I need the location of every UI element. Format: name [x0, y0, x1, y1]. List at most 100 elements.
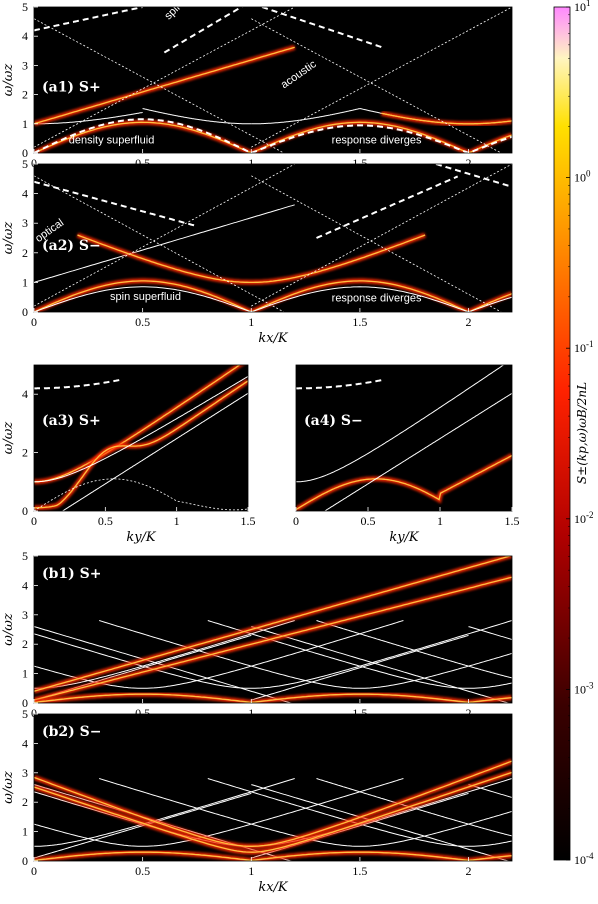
dispersion-line	[251, 108, 361, 125]
colorbar-tick-label: 100	[574, 169, 591, 185]
y-tick-label: 1	[22, 117, 28, 131]
x-tick-label: 1.5	[352, 315, 367, 329]
panel-label: (a3) S+	[42, 413, 101, 429]
x-tick-label: 2	[466, 706, 472, 720]
x-tick-label: 1.5	[352, 864, 367, 878]
panel-label: (b1) S+	[42, 566, 102, 582]
dispersion-dotted	[251, 164, 512, 307]
y-tick-label: 2	[22, 446, 28, 460]
plot-area	[34, 7, 512, 153]
y-tick-label: 5	[22, 157, 28, 171]
spectral-band-core	[77, 234, 426, 284]
panel-label: (a1) S+	[42, 80, 101, 96]
x-tick-label: 2	[466, 315, 472, 329]
x-tick-label: 0.5	[361, 514, 376, 528]
axes-frame	[33, 364, 249, 512]
y-tick-label: 4	[22, 187, 28, 201]
spectral-band-core	[34, 380, 248, 509]
spectral-band-core	[34, 760, 512, 847]
panel-label: (a4) S−	[304, 413, 363, 429]
axes-frame	[33, 163, 513, 313]
x-tick-label: 2	[466, 156, 472, 170]
panel-a4: (a4) S− 0 0.5 1 1.5 ky/K	[293, 364, 520, 545]
panel-label: (a2) S−	[42, 238, 101, 254]
axes-frame	[33, 713, 513, 862]
dispersion-line	[62, 392, 248, 511]
dispersion-dotted	[34, 175, 285, 312]
spectral-band-core	[34, 280, 512, 312]
y-tick-label: 2	[22, 637, 28, 651]
dispersion-line	[142, 108, 252, 125]
dispersion-dashed	[34, 379, 120, 390]
dispersion-dotted	[34, 7, 295, 148]
dispersion-line	[34, 111, 143, 125]
spectral-band-core	[34, 365, 241, 483]
panel-a3: (a3) S+ 0 0.5 1 1.5 0 2 4 ky/K ω/ωz	[1, 364, 256, 545]
dispersion-line	[316, 778, 512, 837]
dispersion-dashed	[34, 118, 252, 153]
y-axis-label: ω/ωz	[1, 613, 16, 646]
y-tick-label: 4	[22, 29, 28, 43]
x-axis-label: ky/K	[126, 530, 157, 545]
y-tick-label: 4	[22, 736, 28, 750]
dispersion-line	[296, 365, 505, 483]
x-tick-label: 0	[31, 706, 37, 720]
y-tick-label: 3	[22, 58, 28, 72]
dispersion-dotted	[34, 18, 285, 153]
y-tick-label: 1	[22, 275, 28, 289]
x-tick-label: 0.5	[135, 864, 150, 878]
dispersion-line	[99, 620, 512, 689]
dispersion-line	[34, 204, 295, 283]
dispersion-line	[34, 286, 512, 312]
x-tick-label: 0.5	[135, 315, 150, 329]
dispersion-line	[251, 634, 469, 701]
x-axis-label: ky/K	[389, 530, 420, 545]
y-tick-label: 3	[22, 766, 28, 780]
annotation: response diverges	[332, 135, 422, 147]
dispersion-dotted	[251, 7, 512, 148]
x-axis-label: kx/K	[258, 880, 289, 895]
y-tick-label: 0	[22, 854, 28, 868]
annotation: spin superfluid	[110, 291, 181, 303]
y-tick-label: 0	[22, 696, 28, 710]
axes-frame	[295, 364, 513, 512]
x-tick-label: 1.5	[241, 514, 256, 528]
y-tick-label: 2	[22, 246, 28, 260]
y-axis-label: ω/ωz	[1, 771, 16, 804]
dispersion-line	[34, 375, 248, 483]
spectral-band-core	[34, 556, 512, 692]
dispersion-dotted	[34, 478, 248, 511]
y-tick-label: 1	[22, 825, 28, 839]
y-tick-label: 3	[22, 216, 28, 230]
dispersion-dashed	[34, 7, 143, 32]
x-tick-label: 1	[174, 514, 180, 528]
dispersion-dotted	[251, 175, 502, 312]
panel-b2: (b2) S− 0 0.5 1 1.5 2 0 1 2 3 4 5 kx/K ω/ωz	[1, 707, 513, 895]
y-tick-label: 5	[22, 549, 28, 563]
colorbar-scale	[553, 6, 571, 861]
y-axis-label: ω/ωz	[1, 64, 16, 97]
x-tick-label: 1	[437, 514, 443, 528]
x-tick-label: 1.5	[505, 514, 520, 528]
dispersion-line	[316, 620, 512, 679]
y-tick-label: 2	[22, 88, 28, 102]
x-tick-label: 2	[466, 864, 472, 878]
y-tick-label: 0	[22, 146, 28, 160]
x-tick-label: 1	[248, 315, 254, 329]
annotation: density superfluid	[69, 135, 155, 147]
plot-area	[34, 714, 512, 861]
y-axis-label: ω/ωz	[1, 222, 16, 255]
y-tick-label: 2	[22, 795, 28, 809]
dispersion-dotted	[34, 164, 295, 307]
colorbar-tick-label: 10-1	[574, 339, 594, 355]
annotation: response diverges	[332, 293, 422, 305]
x-tick-label: 0	[31, 156, 37, 170]
x-tick-label: 0	[31, 315, 37, 329]
y-tick-label: 4	[22, 578, 28, 592]
dispersion-line	[34, 620, 512, 689]
x-tick-label: 0	[31, 514, 37, 528]
dispersion-line	[251, 784, 510, 861]
